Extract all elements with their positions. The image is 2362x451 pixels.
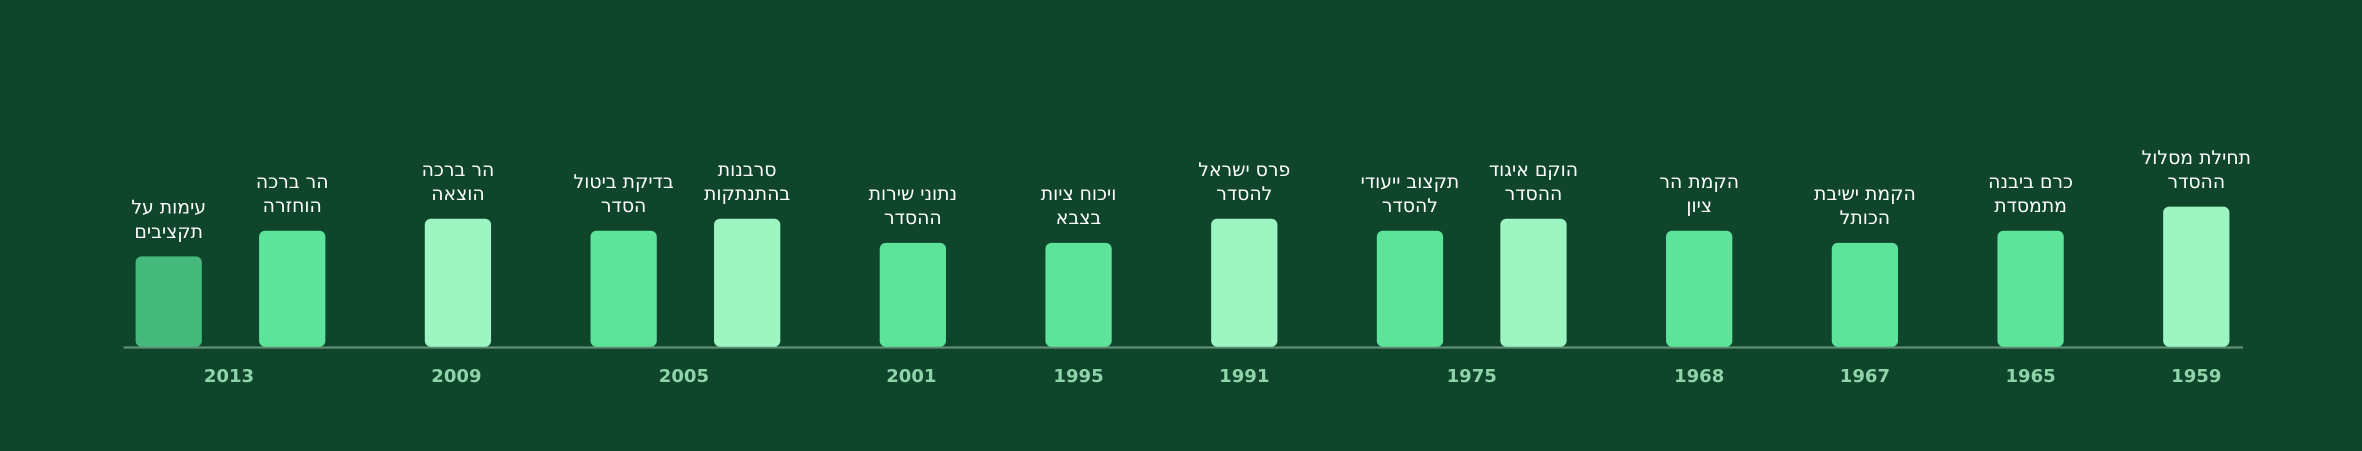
event-label: ויכוח ציות [1041, 184, 1117, 205]
event-label: הכותל [1840, 208, 1890, 229]
year-label: 1975 [1447, 366, 1497, 387]
event-label: הר ברכה [256, 172, 329, 193]
event-bar [1376, 230, 1444, 347]
event-bar [2163, 206, 2230, 347]
event-bar [259, 230, 326, 347]
event-label: ההסדר [1505, 184, 1563, 205]
event-bar [714, 218, 781, 347]
event-label: נתוני שירות [869, 184, 957, 205]
event-label: הר ברכה [422, 160, 495, 181]
event-bar [1500, 218, 1567, 347]
year-label: 1959 [2171, 366, 2221, 387]
year-label: 1991 [1219, 366, 1269, 387]
event-bar [590, 230, 657, 347]
event-bar [1666, 230, 1733, 347]
year-label: 1965 [2005, 366, 2055, 387]
event-label: עימות על [131, 198, 206, 219]
event-bar [1997, 230, 2064, 347]
event-label: תקציבים [134, 222, 203, 243]
event-label: הוצאה [431, 184, 484, 205]
event-label: מתמסדת [1994, 196, 2067, 217]
year-label: 1968 [1674, 366, 1724, 387]
year-label: 1995 [1053, 366, 1103, 387]
year-label: 2001 [886, 366, 936, 387]
event-label: סרבנות [718, 160, 777, 181]
event-label: הוקם איגוד [1489, 160, 1578, 181]
event-bar [879, 242, 947, 347]
event-bar [1045, 242, 1112, 347]
event-label: כרם ביבנה [1988, 172, 2073, 193]
event-label: ציון [1686, 196, 1712, 217]
event-label: פרס ישראל [1198, 160, 1290, 181]
event-label: ההסדר [884, 208, 942, 229]
event-label: הקמת ישיבת [1814, 184, 1916, 205]
year-label: 2005 [659, 366, 709, 387]
event-bar [1211, 218, 1278, 347]
event-label: תחילת מסלול [2142, 148, 2251, 169]
event-label: הקמת הר [1659, 172, 1739, 193]
event-bar [135, 256, 202, 347]
event-label: ההסדר [2167, 172, 2225, 193]
event-label: בדיקת ביטול [574, 172, 674, 193]
year-label: 1967 [1840, 366, 1890, 387]
event-label: הוחזרה [263, 196, 322, 217]
year-label: 2009 [431, 366, 481, 387]
event-label: הסדר [601, 196, 646, 217]
event-label: להסדר [1382, 196, 1438, 217]
year-label: 2013 [204, 366, 254, 387]
event-bar [424, 218, 492, 347]
event-bar [1831, 242, 1899, 347]
event-label: תקצוב ייעודי [1361, 172, 1460, 193]
event-label: בהתנתקות [704, 184, 790, 205]
event-label: להסדר [1216, 184, 1272, 205]
event-label: בצבא [1056, 208, 1102, 229]
